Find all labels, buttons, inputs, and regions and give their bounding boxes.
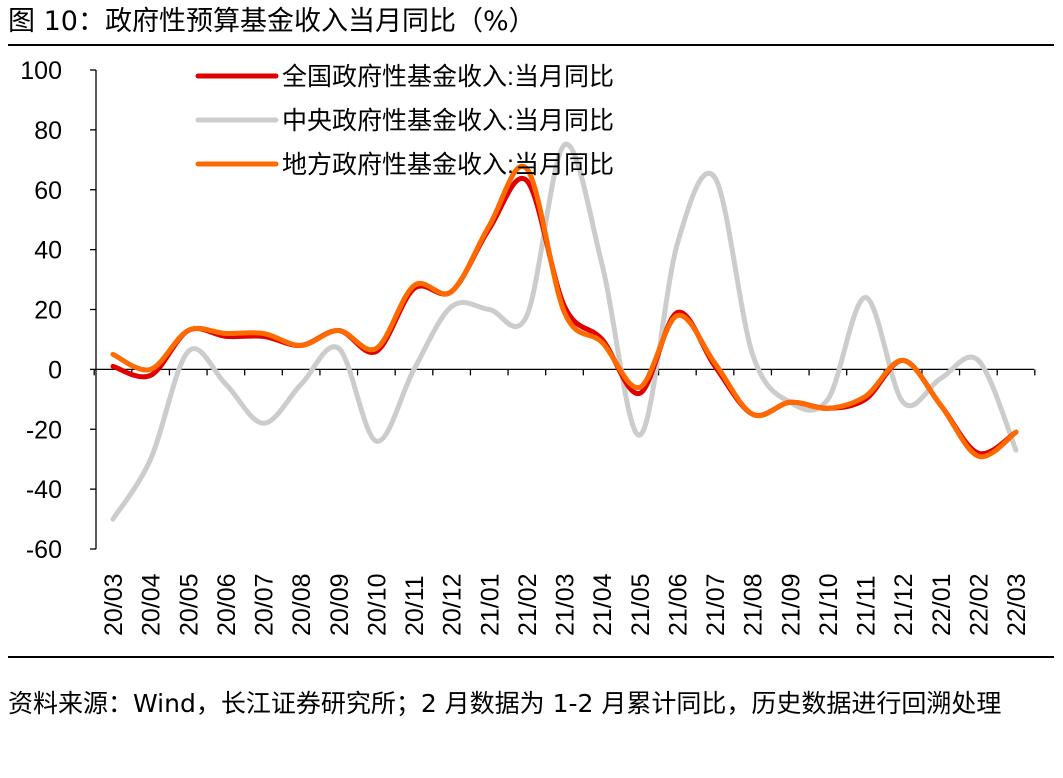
legend-label-national: 全国政府性基金收入:当月同比 <box>282 63 614 91</box>
y-tick-label: -40 <box>26 476 62 504</box>
figure-title: 图 10：政府性预算基金收入当月同比（%） <box>8 6 536 37</box>
x-tick-label: 20/12 <box>439 573 467 636</box>
series-line-local <box>110 163 1019 460</box>
y-tick-label: -60 <box>26 536 62 564</box>
x-tick-label: 21/01 <box>476 573 504 636</box>
x-tick-label: 21/07 <box>702 573 730 636</box>
x-tick-label: 20/09 <box>326 573 354 636</box>
series-layer <box>110 141 1019 522</box>
x-tick-label: 20/03 <box>100 573 128 636</box>
y-tick-label: 60 <box>34 177 62 205</box>
series-line-central <box>110 141 1019 522</box>
x-tick-label: 20/10 <box>363 573 391 636</box>
y-tick-label: 20 <box>34 297 62 325</box>
x-tick-label: 21/02 <box>514 573 542 636</box>
title-rule <box>8 44 1054 46</box>
x-tick-label: 21/08 <box>740 573 768 636</box>
x-tick-label: 21/05 <box>627 573 655 636</box>
legend: 全国政府性基金收入:当月同比中央政府性基金收入:当月同比地方政府性基金收入:当月… <box>195 63 614 179</box>
y-tick-label: -20 <box>26 416 62 444</box>
y-axis: -60 -40 -20 0 20 40 60 80 100 <box>20 57 97 564</box>
x-tick-label: 21/06 <box>664 573 692 636</box>
x-tick-label: 22/01 <box>928 573 956 636</box>
legend-label-local: 地方政府性基金收入:当月同比 <box>282 151 614 179</box>
x-tick-label: 20/06 <box>213 573 241 636</box>
source-note: 资料来源：Wind，长江证券研究所；2 月数据为 1-2 月累计同比，历史数据进… <box>8 689 1002 718</box>
x-tick-label: 20/04 <box>138 573 166 636</box>
y-tick-label: 80 <box>34 117 62 145</box>
x-tick-label: 21/03 <box>552 573 580 636</box>
x-tick-label: 21/10 <box>815 573 843 636</box>
x-tick-label: 20/05 <box>175 573 203 636</box>
y-tick-label: 40 <box>34 237 62 265</box>
x-tick-label: 21/04 <box>589 573 617 636</box>
x-tick-label: 21/11 <box>853 575 881 636</box>
source-rule <box>8 656 1054 658</box>
x-tick-label: 20/11 <box>401 575 429 636</box>
x-tick-label: 21/12 <box>890 573 918 636</box>
x-tick-label: 22/03 <box>1003 573 1031 636</box>
y-tick-label: 0 <box>48 356 62 384</box>
x-tick-label: 20/08 <box>288 573 316 636</box>
x-axis: 20/03 20/04 20/05 20/06 20/07 20/08 20/09 20/10… <box>93 368 1036 636</box>
x-tick-label: 22/02 <box>965 573 993 636</box>
legend-label-central: 中央政府性基金收入:当月同比 <box>282 107 614 135</box>
x-tick-label: 20/07 <box>251 573 279 636</box>
y-tick-label: 100 <box>20 57 62 85</box>
x-tick-label: 21/09 <box>777 573 805 636</box>
